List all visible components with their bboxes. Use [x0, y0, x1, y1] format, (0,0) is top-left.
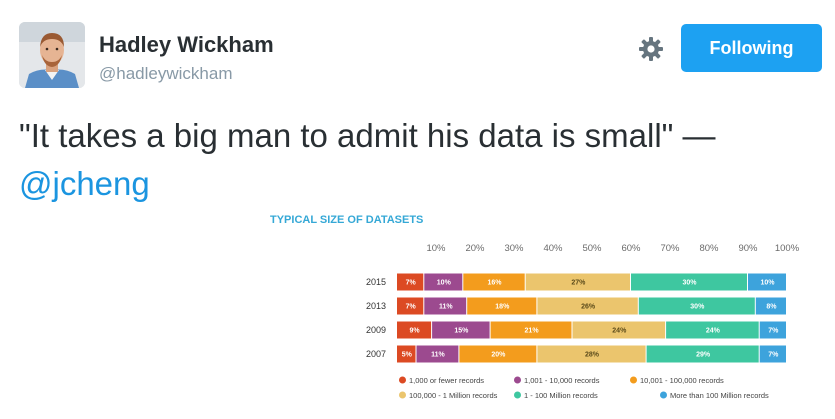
- y-category-label: 2009: [366, 325, 386, 335]
- legend-swatch: [399, 376, 406, 384]
- bar-data-label: 11%: [439, 304, 453, 311]
- bar-data-label: 26%: [581, 304, 596, 311]
- y-category-label: 2013: [366, 301, 386, 311]
- x-tick-label: 20%: [465, 243, 485, 254]
- bar-segment: [666, 321, 759, 339]
- x-tick-label: 100%: [775, 243, 800, 254]
- bar-segment: [646, 345, 759, 363]
- legend-swatch: [660, 391, 667, 399]
- bar-data-label: 29%: [696, 352, 711, 359]
- legend-label: 1,001 - 10,000 records: [524, 376, 600, 385]
- bar-data-label: 7%: [406, 280, 417, 287]
- bar-segment: [572, 321, 666, 339]
- bar-segment: [638, 297, 755, 315]
- bar-segment: [490, 321, 572, 339]
- bar-data-label: 27%: [571, 280, 586, 287]
- bar-segment: [759, 321, 786, 339]
- bar-segment: [537, 297, 638, 315]
- legend-swatch: [630, 376, 637, 384]
- bar-segment: [416, 345, 459, 363]
- chart-title: TYPICAL SIZE OF DATASETS: [270, 214, 423, 226]
- bar-data-label: 24%: [706, 328, 721, 335]
- bar-data-label: 7%: [406, 304, 417, 311]
- legend-swatch: [399, 391, 406, 399]
- bar-segment: [432, 321, 490, 339]
- handle[interactable]: @hadleywickham: [99, 64, 233, 83]
- bar-data-label: 7%: [768, 352, 779, 359]
- bar-data-label: 28%: [585, 352, 600, 359]
- bar-segment: [525, 273, 630, 291]
- bar-segment: [759, 345, 786, 363]
- bar-segment: [397, 321, 432, 339]
- legend-label: 100,000 - 1 Million records: [409, 391, 498, 400]
- bar-segment: [424, 297, 467, 315]
- bar-segment: [424, 273, 463, 291]
- bar-segment: [397, 297, 424, 315]
- x-tick-label: 60%: [621, 243, 641, 254]
- y-category-label: 2007: [366, 349, 386, 359]
- bar-data-label: 8%: [766, 304, 777, 311]
- x-tick-label: 90%: [738, 243, 758, 254]
- x-tick-label: 80%: [699, 243, 719, 254]
- avatar-image: [19, 22, 85, 88]
- legend-swatch: [514, 376, 521, 384]
- bar-data-label: 10%: [437, 280, 452, 287]
- bar-data-label: 21%: [525, 328, 540, 335]
- bar-data-label: 5%: [402, 352, 413, 359]
- bar-data-label: 16%: [487, 280, 502, 287]
- bar-segment: [397, 345, 416, 363]
- legend-label: More than 100 Million records: [670, 391, 769, 400]
- bar-segment: [748, 273, 786, 291]
- bar-data-label: 15%: [454, 328, 469, 335]
- bar-data-label: 30%: [682, 280, 697, 287]
- bar-data-label: 20%: [491, 352, 506, 359]
- legend-label: 1 - 100 Million records: [524, 391, 598, 400]
- bar-data-label: 11%: [431, 352, 445, 359]
- bar-segment: [467, 297, 537, 315]
- legend-swatch: [514, 391, 521, 399]
- tweet-text: "It takes a big man to admit his data is…: [19, 112, 819, 208]
- bar-data-label: 24%: [612, 328, 627, 335]
- bar-segment: [459, 345, 537, 363]
- bar-data-label: 30%: [690, 304, 705, 311]
- following-button[interactable]: Following: [681, 24, 822, 72]
- mention-link[interactable]: @jcheng: [19, 165, 150, 202]
- legend-label: 10,001 - 100,000 records: [640, 376, 724, 385]
- x-tick-label: 40%: [543, 243, 563, 254]
- bar-segment: [537, 345, 646, 363]
- tweet-body: "It takes a big man to admit his data is…: [19, 117, 716, 154]
- x-tick-label: 30%: [504, 243, 524, 254]
- x-tick-label: 70%: [660, 243, 680, 254]
- bar-data-label: 10%: [760, 280, 775, 287]
- avatar[interactable]: [19, 22, 85, 88]
- legend-label: 1,000 or fewer records: [409, 376, 484, 385]
- bar-data-label: 18%: [495, 304, 510, 311]
- y-category-label: 2015: [366, 277, 386, 287]
- bar-data-label: 7%: [768, 328, 779, 335]
- x-tick-label: 50%: [582, 243, 602, 254]
- bar-segment: [463, 273, 525, 291]
- bar-segment: [631, 273, 747, 291]
- gear-icon[interactable]: [638, 36, 664, 62]
- bar-segment: [397, 273, 424, 291]
- bar-data-label: 9%: [409, 328, 420, 335]
- display-name[interactable]: Hadley Wickham: [99, 32, 274, 57]
- bar-segment: [755, 297, 786, 315]
- x-tick-label: 10%: [426, 243, 446, 254]
